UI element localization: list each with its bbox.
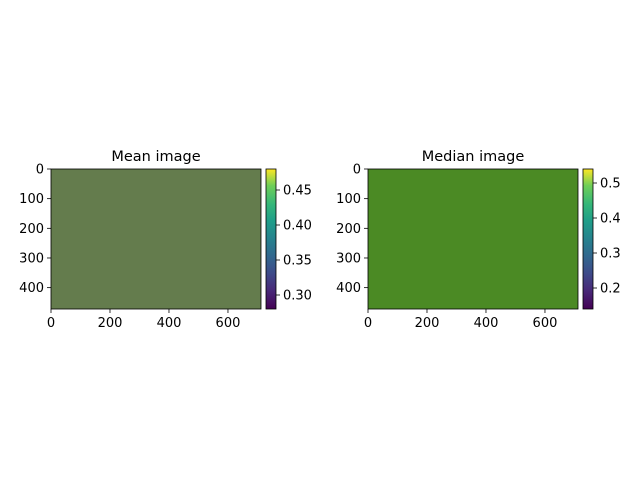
median-image-y-tick-label: 0: [353, 163, 361, 178]
mean-image-y-tick-label: 200: [19, 222, 44, 237]
mean-image-y-tick-label: 0: [36, 163, 44, 178]
mean-image-y-tick-label: 300: [19, 251, 44, 266]
median-image-x-tick-label: 400: [474, 316, 499, 331]
mean-image-x-axis: 0 200 400 600: [47, 309, 241, 331]
median-image-x-tick-label: 600: [533, 316, 558, 331]
median-image-colorbar-tick-label: 0.5: [600, 177, 621, 192]
mean-image-colorbar-tick-label: 0.35: [283, 254, 312, 269]
mean-image-y-tick-label: 400: [19, 281, 44, 296]
median-image-y-tick-label: 100: [336, 192, 361, 207]
median-image-y-tick-label: 200: [336, 222, 361, 237]
mean-image-colorbar-tick-label: 0.30: [283, 289, 312, 304]
mean-image-panel: Mean image 0 200 400 600 0 100 200 300 400 0.30…: [19, 149, 312, 331]
median-image-colorbar-tick-label: 0.4: [600, 212, 621, 227]
median-image-title: Median image: [422, 149, 525, 165]
median-image-y-tick-label: 400: [336, 281, 361, 296]
mean-image-x-tick-label: 200: [98, 316, 123, 331]
mean-image-colorbar: [265, 168, 277, 310]
mean-image-title: Mean image: [111, 149, 200, 165]
mean-image-plot-area: [50, 168, 262, 310]
median-image-y-tick-label: 300: [336, 251, 361, 266]
mean-image-y-tick-label: 100: [19, 192, 44, 207]
median-image-plot-area: [367, 168, 579, 310]
median-image-x-tick-label: 200: [415, 316, 440, 331]
median-image-x-tick-label: 0: [364, 316, 372, 331]
mean-image-colorbar-ticks: 0.30 0.35 0.40 0.45: [276, 184, 312, 304]
mean-image-colorbar-tick-label: 0.45: [283, 184, 312, 199]
mean-image-x-tick-label: 400: [157, 316, 182, 331]
median-image-colorbar-ticks: 0.2 0.3 0.4 0.5: [593, 177, 621, 297]
median-image-colorbar-tick-label: 0.3: [600, 247, 621, 262]
mean-image-colorbar-tick-label: 0.40: [283, 219, 312, 234]
mean-image-x-tick-label: 600: [216, 316, 241, 331]
mean-image-x-tick-label: 0: [47, 316, 55, 331]
median-image-panel: Median image 0 200 400 600 0 100 200 300 400 0.…: [336, 149, 621, 331]
median-image-colorbar-tick-label: 0.2: [600, 282, 621, 297]
mean-image-y-axis: 0 100 200 300 400: [19, 163, 51, 296]
median-image-colorbar: [582, 168, 594, 310]
median-image-x-axis: 0 200 400 600: [364, 309, 558, 331]
median-image-y-axis: 0 100 200 300 400: [336, 163, 368, 296]
